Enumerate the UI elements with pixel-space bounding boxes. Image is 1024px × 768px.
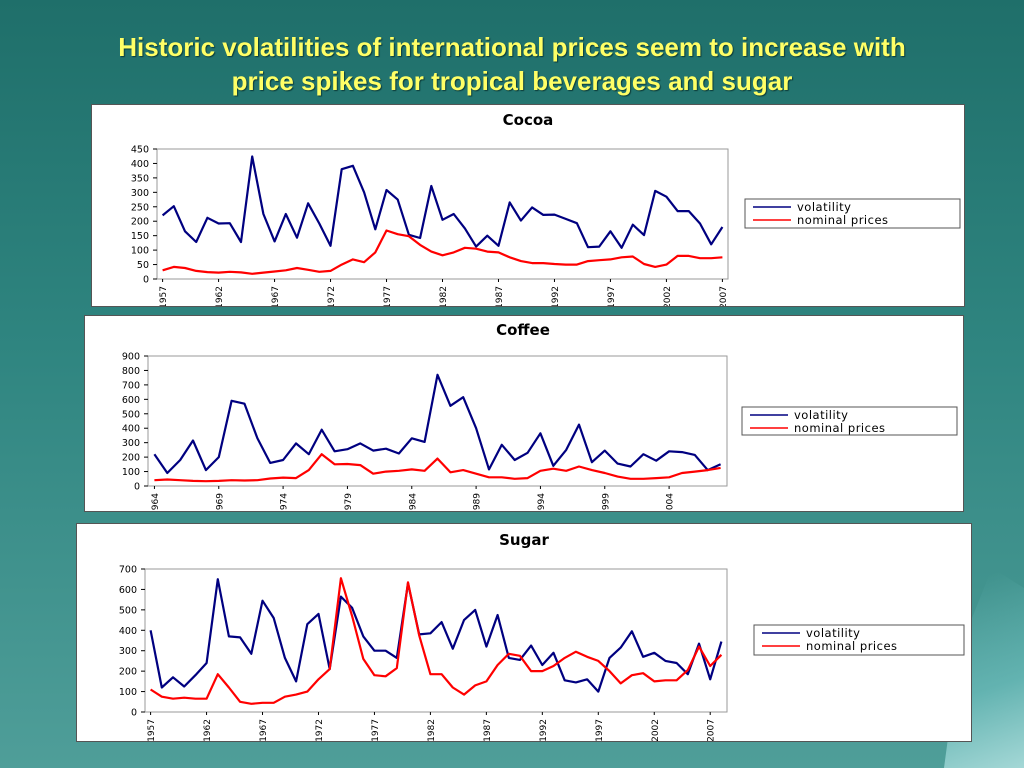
sugar-volatility-line <box>149 578 723 693</box>
cocoa-nominal-prices-line <box>162 229 723 275</box>
x-tick-label: 1957 <box>147 719 157 741</box>
y-tick-label: 300 <box>131 188 149 199</box>
cocoa-volatility-line <box>161 155 724 249</box>
x-tick-label: 1987 <box>495 286 505 306</box>
y-tick-label: 800 <box>122 366 140 377</box>
slide-title-line-2: price spikes for tropical beverages and … <box>231 66 793 96</box>
y-tick-label: 400 <box>131 159 149 170</box>
x-tick-label: 2002 <box>651 719 661 741</box>
sugar-nominal-prices-line <box>150 577 723 705</box>
x-tick-label: 1967 <box>271 286 281 306</box>
x-tick-label: 1997 <box>607 286 617 306</box>
x-tick-label: 1967 <box>259 719 269 741</box>
x-tick-label: 1974 <box>280 493 290 511</box>
y-tick-label: 450 <box>131 145 149 156</box>
legend-label: volatility <box>797 200 852 214</box>
y-tick-label: 100 <box>119 687 137 698</box>
x-tick-label: 2007 <box>719 286 729 306</box>
sugar-chart: Sugar 0 100 200 300 400 500 600 700 1957 1962 1967 1… <box>119 531 965 741</box>
x-tick-label: 1997 <box>595 719 605 741</box>
x-tick-label: 1989 <box>473 493 483 511</box>
y-tick-label: 200 <box>122 453 140 464</box>
y-tick-label: 500 <box>119 605 137 616</box>
y-tick-label: 900 <box>122 352 140 363</box>
sugar-chart-title: Sugar <box>499 531 549 549</box>
x-tick-label: 2002 <box>663 286 673 306</box>
coffee-chart-title: Coffee <box>496 321 550 339</box>
y-tick-label: 50 <box>137 260 149 271</box>
y-tick-label: 350 <box>131 173 149 184</box>
slide-title-line-1: Historic volatilities of international p… <box>118 32 906 62</box>
coffee-volatility-line <box>153 373 722 475</box>
x-tick-label: 1957 <box>159 286 169 306</box>
y-tick-label: 100 <box>131 246 149 257</box>
y-tick-label: 700 <box>122 380 140 391</box>
legend-box <box>753 624 965 656</box>
legend-label: volatility <box>794 408 849 422</box>
slide-title: Historic volatilities of international p… <box>0 30 1024 98</box>
x-tick-label: 1977 <box>383 286 393 306</box>
x-tick-label: 1987 <box>483 719 493 741</box>
y-tick-label: 0 <box>134 482 140 493</box>
x-tick-label: 1969 <box>215 493 225 511</box>
x-tick-label: 2007 <box>707 719 717 741</box>
sugar-chart-panel: Sugar 0 100 200 300 400 500 600 700 1957 1962 1967 1… <box>76 523 972 742</box>
y-tick-label: 100 <box>122 467 140 478</box>
y-tick-label: 400 <box>122 424 140 435</box>
y-tick-label: 150 <box>131 231 149 242</box>
legend-label: nominal prices <box>797 213 889 227</box>
coffee-chart-panel: Coffee 0 100 200 300 400 500 600 700 800 900 1964 19… <box>84 315 964 512</box>
cocoa-chart-title: Cocoa <box>503 111 554 129</box>
x-tick-label: 1962 <box>203 719 213 741</box>
x-tick-label: 1994 <box>537 493 547 511</box>
y-tick-label: 250 <box>131 202 149 213</box>
x-tick-label: 1979 <box>344 493 354 511</box>
y-tick-label: 0 <box>131 708 137 719</box>
legend-label: volatility <box>806 626 861 640</box>
legend-box <box>744 198 961 229</box>
y-tick-label: 600 <box>119 585 137 596</box>
x-tick-label: 1982 <box>439 286 449 306</box>
coffee-nominal-prices-line <box>154 453 721 483</box>
x-tick-label: 1977 <box>371 719 381 741</box>
y-tick-label: 200 <box>119 667 137 678</box>
y-tick-label: 300 <box>122 438 140 449</box>
x-tick-label: 1972 <box>327 286 337 306</box>
legend-box <box>741 406 958 436</box>
x-tick-label: 1984 <box>408 493 418 511</box>
y-tick-label: 500 <box>122 409 140 420</box>
y-tick-label: 600 <box>122 395 140 406</box>
x-tick-label: 1999 <box>601 493 611 511</box>
y-tick-label: 0 <box>143 275 149 286</box>
plot-area <box>147 355 728 487</box>
x-tick-label: 2004 <box>666 493 676 511</box>
cocoa-chart: Cocoa 0 50 100 150 200 250 300 350 400 450 1957 1962… <box>131 111 961 306</box>
y-tick-label: 400 <box>119 626 137 637</box>
x-tick-label: 1992 <box>551 286 561 306</box>
x-tick-label: 1982 <box>427 719 437 741</box>
plot-area <box>156 148 729 280</box>
plot-area <box>144 568 728 713</box>
x-tick-label: 1972 <box>315 719 325 741</box>
cocoa-chart-panel: Cocoa 0 50 100 150 200 250 300 350 400 450 1957 1962… <box>91 104 965 307</box>
y-tick-label: 300 <box>119 646 137 657</box>
legend-label: nominal prices <box>794 421 886 435</box>
legend-label: nominal prices <box>806 639 898 653</box>
y-tick-label: 700 <box>119 565 137 576</box>
y-tick-label: 200 <box>131 217 149 228</box>
coffee-chart: Coffee 0 100 200 300 400 500 600 700 800 900 1964 19… <box>122 321 958 511</box>
x-tick-label: 1962 <box>215 286 225 306</box>
x-tick-label: 1992 <box>539 719 549 741</box>
x-tick-label: 1964 <box>151 493 161 511</box>
